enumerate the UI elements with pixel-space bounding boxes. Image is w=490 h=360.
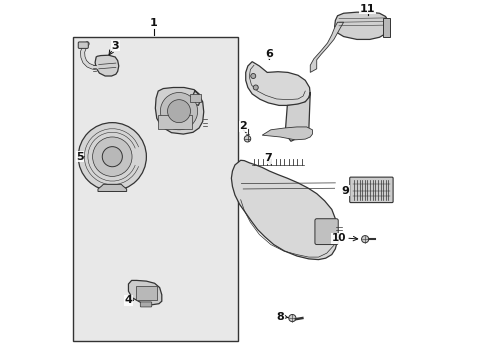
Polygon shape bbox=[95, 55, 119, 76]
Polygon shape bbox=[310, 22, 343, 72]
Circle shape bbox=[245, 135, 251, 142]
Circle shape bbox=[289, 315, 296, 321]
Bar bbox=[73, 37, 238, 341]
Polygon shape bbox=[128, 280, 162, 305]
Polygon shape bbox=[98, 184, 126, 192]
Circle shape bbox=[253, 85, 258, 90]
FancyBboxPatch shape bbox=[78, 42, 88, 48]
Text: 2: 2 bbox=[239, 121, 247, 131]
Bar bbox=[158, 115, 192, 129]
Bar bbox=[136, 286, 157, 300]
FancyBboxPatch shape bbox=[315, 219, 338, 244]
Polygon shape bbox=[335, 12, 389, 40]
Text: 11: 11 bbox=[360, 4, 375, 14]
Text: 10: 10 bbox=[332, 233, 346, 243]
Bar bbox=[191, 94, 200, 102]
FancyBboxPatch shape bbox=[140, 302, 152, 307]
Circle shape bbox=[251, 73, 256, 78]
Polygon shape bbox=[155, 87, 204, 134]
Polygon shape bbox=[262, 127, 313, 140]
Circle shape bbox=[362, 235, 368, 243]
Text: 1: 1 bbox=[149, 18, 157, 28]
Polygon shape bbox=[231, 160, 338, 260]
Text: 6: 6 bbox=[266, 49, 273, 59]
FancyBboxPatch shape bbox=[350, 177, 393, 203]
Text: 3: 3 bbox=[111, 41, 119, 50]
Circle shape bbox=[93, 137, 132, 176]
Circle shape bbox=[78, 123, 147, 191]
Text: 7: 7 bbox=[265, 153, 272, 163]
Text: 8: 8 bbox=[276, 312, 284, 322]
Text: 5: 5 bbox=[76, 152, 84, 162]
Circle shape bbox=[160, 93, 197, 130]
Circle shape bbox=[102, 147, 122, 167]
Polygon shape bbox=[285, 92, 310, 141]
Text: 9: 9 bbox=[342, 186, 349, 196]
Circle shape bbox=[168, 100, 191, 123]
Text: 4: 4 bbox=[124, 295, 132, 305]
Bar bbox=[383, 18, 390, 37]
Polygon shape bbox=[245, 62, 310, 105]
